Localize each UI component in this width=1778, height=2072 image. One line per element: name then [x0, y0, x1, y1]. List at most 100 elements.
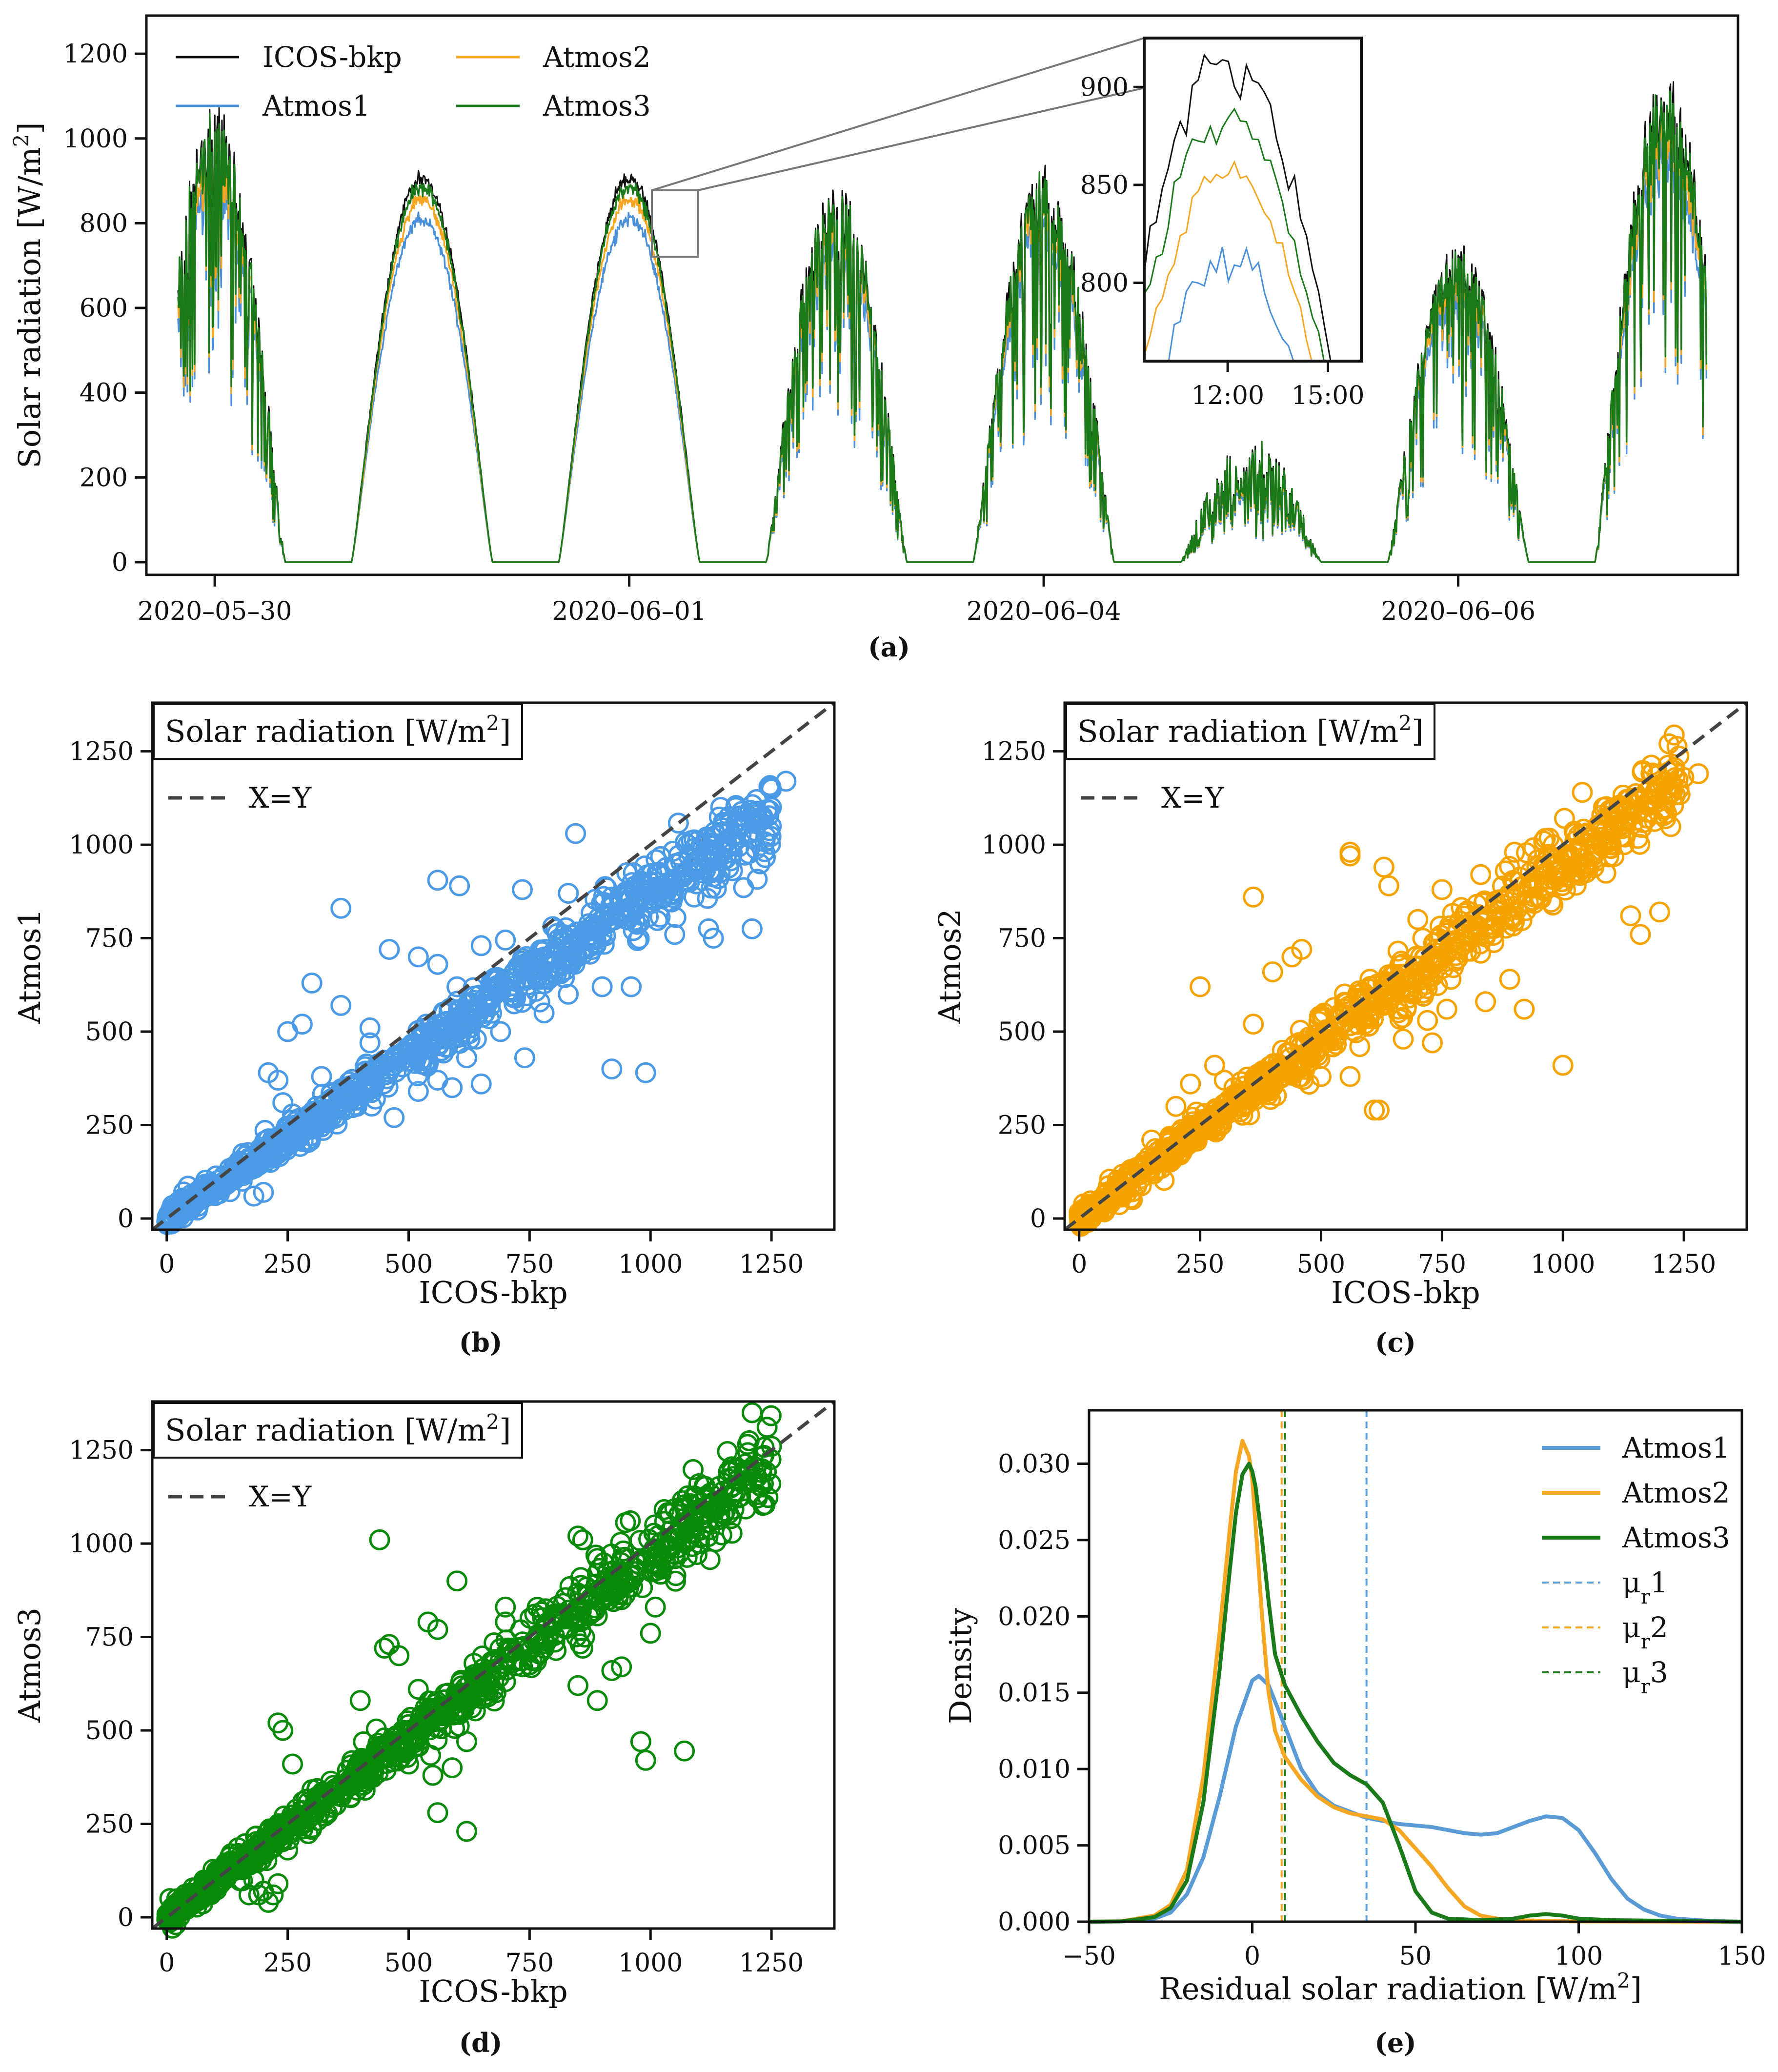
panel-a-line-atmos3 [177, 90, 1708, 563]
inset-ytick-label-900: 900 [1080, 73, 1129, 102]
panel-d-point [620, 1510, 641, 1531]
panel-c-point [1249, 1075, 1270, 1096]
panel-d-point [621, 1570, 642, 1592]
panel-c-point [1243, 886, 1264, 908]
panel-c-point [1150, 1147, 1172, 1169]
panel-c-point [1572, 782, 1593, 803]
panel-d-point [737, 1442, 759, 1463]
panel-b-title-box [153, 703, 523, 760]
panel-b-point [681, 830, 702, 852]
panel-c-point [1153, 1170, 1175, 1191]
panel-d-point [715, 1501, 736, 1522]
panel-b-point [628, 928, 650, 949]
panel-b-identity-line [151, 701, 836, 1231]
panel-b-point [267, 1070, 289, 1091]
panel-b-xtick-label-500: 500 [384, 1250, 433, 1279]
panel-e-ytick-label-3: 0.015 [998, 1679, 1071, 1708]
panel-b-point [449, 875, 470, 896]
panel-b-points [156, 771, 797, 1235]
panel-c-frame [1063, 701, 1748, 1231]
panel-c-point [1272, 1039, 1293, 1061]
panel-b-frame [151, 701, 836, 1231]
panel-d-point [442, 1757, 463, 1779]
panel-b-point [621, 976, 642, 997]
panel-d-ytick-label-250: 250 [85, 1810, 134, 1839]
panel-d-xtick-label-1000: 1000 [618, 1949, 683, 1978]
panel-c-point [1428, 949, 1449, 971]
panel-c-point [1122, 1189, 1143, 1211]
panel-b-point [775, 771, 797, 792]
legend-label-atmos2-density: Atmos2 [1622, 1476, 1730, 1509]
panel-d-point [534, 1630, 555, 1651]
panel-b-xtick-label-1250: 1250 [739, 1250, 804, 1279]
panel-c-ytick-label-1250: 1250 [982, 737, 1046, 767]
panel-c-point [1673, 767, 1695, 788]
panel-a-ytick-label-200: 200 [80, 463, 128, 492]
panel-c-point [1629, 833, 1651, 855]
panel-e-xtick-label-1: 0 [1244, 1942, 1260, 1971]
panel-d-point [611, 1589, 632, 1610]
panel-b-point [228, 1157, 250, 1178]
panel-b-point [344, 1084, 366, 1106]
panel-c-title: Solar radiation [W/m2] [1077, 711, 1423, 750]
panel-c-point [1373, 856, 1394, 878]
panel-c-ytick-label-0: 0 [1030, 1204, 1046, 1234]
panel-b-point [427, 1070, 448, 1091]
panel-c-point [1451, 897, 1472, 918]
panel-c-point [1633, 812, 1654, 833]
panel-c-xtick-label-0: 0 [1071, 1250, 1087, 1279]
legend-label-atmos1-density: Atmos1 [1622, 1431, 1730, 1464]
panel-d-title-box [153, 1402, 523, 1459]
panel-c-point [1474, 910, 1495, 931]
panel-d-point [346, 1757, 367, 1778]
panel-d-point [665, 1548, 686, 1569]
panel-c-point [1179, 1117, 1200, 1138]
panel-b-point [330, 897, 352, 919]
panel-b-point [667, 813, 689, 834]
panel-d-point [238, 1884, 260, 1906]
panel-b-point [356, 1082, 377, 1103]
panel-d-xtick-label-1250: 1250 [739, 1949, 804, 1978]
panel-d-point [699, 1549, 721, 1570]
panel-b-xlabel: ICOS-bkp [419, 1275, 567, 1310]
panel-b-ytick-label-0: 0 [118, 1204, 134, 1234]
panel-d-point [495, 1611, 516, 1633]
panel-c-point [1519, 861, 1541, 883]
panel-b-point [512, 879, 533, 900]
panel-d-point [581, 1601, 602, 1623]
panel-c-point [1122, 1164, 1143, 1186]
panel-d-xtick-label-250: 250 [263, 1949, 312, 1978]
panel-b-point [359, 1017, 381, 1038]
panel-b-point [638, 906, 659, 928]
panel-d-ytick-label-750: 750 [85, 1623, 134, 1652]
panel-d-ytick-label-0: 0 [118, 1903, 134, 1932]
panel-d-xtick-label-0: 0 [159, 1949, 175, 1978]
panel-b-ytick-label-750: 750 [85, 924, 134, 954]
panel-d-point [450, 1702, 472, 1723]
panel-d-point [281, 1804, 303, 1826]
panel-d-point [398, 1753, 419, 1775]
panel-b-point [516, 946, 537, 967]
panel-c-point [1407, 978, 1429, 1000]
panel-c-point [1180, 1073, 1201, 1095]
panel-d-point [647, 1525, 669, 1546]
panel-d-point [644, 1514, 666, 1536]
legend-label-atmos3-density: Atmos3 [1622, 1521, 1730, 1554]
panel-b-point [425, 1029, 446, 1051]
panel-d-point [712, 1481, 734, 1502]
panel-e-xtick-label-0: −50 [1062, 1942, 1116, 1971]
panel-d-point [536, 1618, 557, 1639]
panel-a-ytick-label-0: 0 [112, 548, 128, 577]
panel-e-curve-atmos2 [1089, 1439, 1742, 1924]
panel-b-point [733, 877, 754, 898]
panel-c-point [1309, 1006, 1330, 1027]
panel-b-point [237, 1142, 259, 1163]
panel-b-point [760, 826, 782, 847]
inset-line-atmos3 [1144, 107, 1325, 361]
panel-d-frame [151, 1400, 836, 1930]
panel-c-point [1339, 1066, 1361, 1087]
panel-c-point [1361, 995, 1383, 1017]
panel-d-xlabel: ICOS-bkp [419, 1973, 567, 2009]
panel-e-ytick-label-6: 0.030 [998, 1449, 1071, 1479]
panel-d-point [496, 1646, 517, 1668]
